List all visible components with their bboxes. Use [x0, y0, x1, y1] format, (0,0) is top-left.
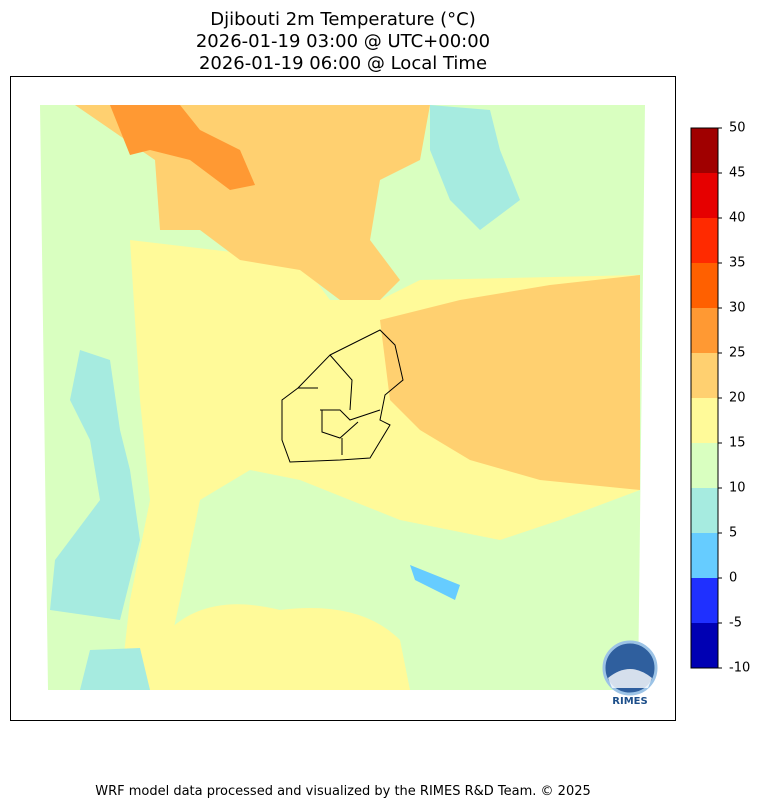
map: [40, 105, 645, 690]
colorbar-band: [691, 353, 718, 398]
colorbar-tick-label: -10: [729, 661, 750, 676]
colorbar-tick-label: 10: [729, 481, 746, 496]
colorbar-tick-label: 0: [729, 571, 737, 586]
colorbar-tick-label: -5: [729, 616, 742, 631]
colorbar-tick-label: 35: [729, 256, 746, 271]
colorbar-tick-label: 30: [729, 301, 746, 316]
colorbar-tick-label: 45: [729, 166, 746, 181]
title-line: 2026-01-19 06:00 @ Local Time: [199, 53, 487, 74]
colorbar-band: [691, 623, 718, 668]
colorbar-band: [691, 128, 718, 173]
logo: RIMES: [602, 640, 658, 707]
colorbar-band: [691, 578, 718, 623]
colorbar-tick-label: 5: [729, 526, 737, 541]
footer: WRF model data processed and visualized …: [95, 784, 591, 799]
colorbar-band: [691, 263, 718, 308]
colorbar-tick-label: 20: [729, 391, 746, 406]
colorbar: -10 -5 0 5 10 15 20 25 30 35 40 45 50: [690, 121, 750, 676]
colorbar-band: [691, 308, 718, 353]
colorbar-tick-label: 15: [729, 436, 746, 451]
colorbar-tick-label: 50: [729, 121, 746, 136]
colorbar-band: [691, 173, 718, 218]
logo-text: RIMES: [612, 696, 647, 707]
colorbar-band: [691, 218, 718, 263]
colorbar-band: [691, 488, 718, 533]
colorbar-tick-label: 25: [729, 346, 746, 361]
title-line: 2026-01-19 03:00 @ UTC+00:00: [196, 31, 490, 52]
colorbar-tick-label: 40: [729, 211, 746, 226]
colorbar-band: [691, 398, 718, 443]
colorbar-band: [691, 533, 718, 578]
title-line: Djibouti 2m Temperature (°C): [210, 9, 476, 30]
colorbar-band: [691, 443, 718, 488]
